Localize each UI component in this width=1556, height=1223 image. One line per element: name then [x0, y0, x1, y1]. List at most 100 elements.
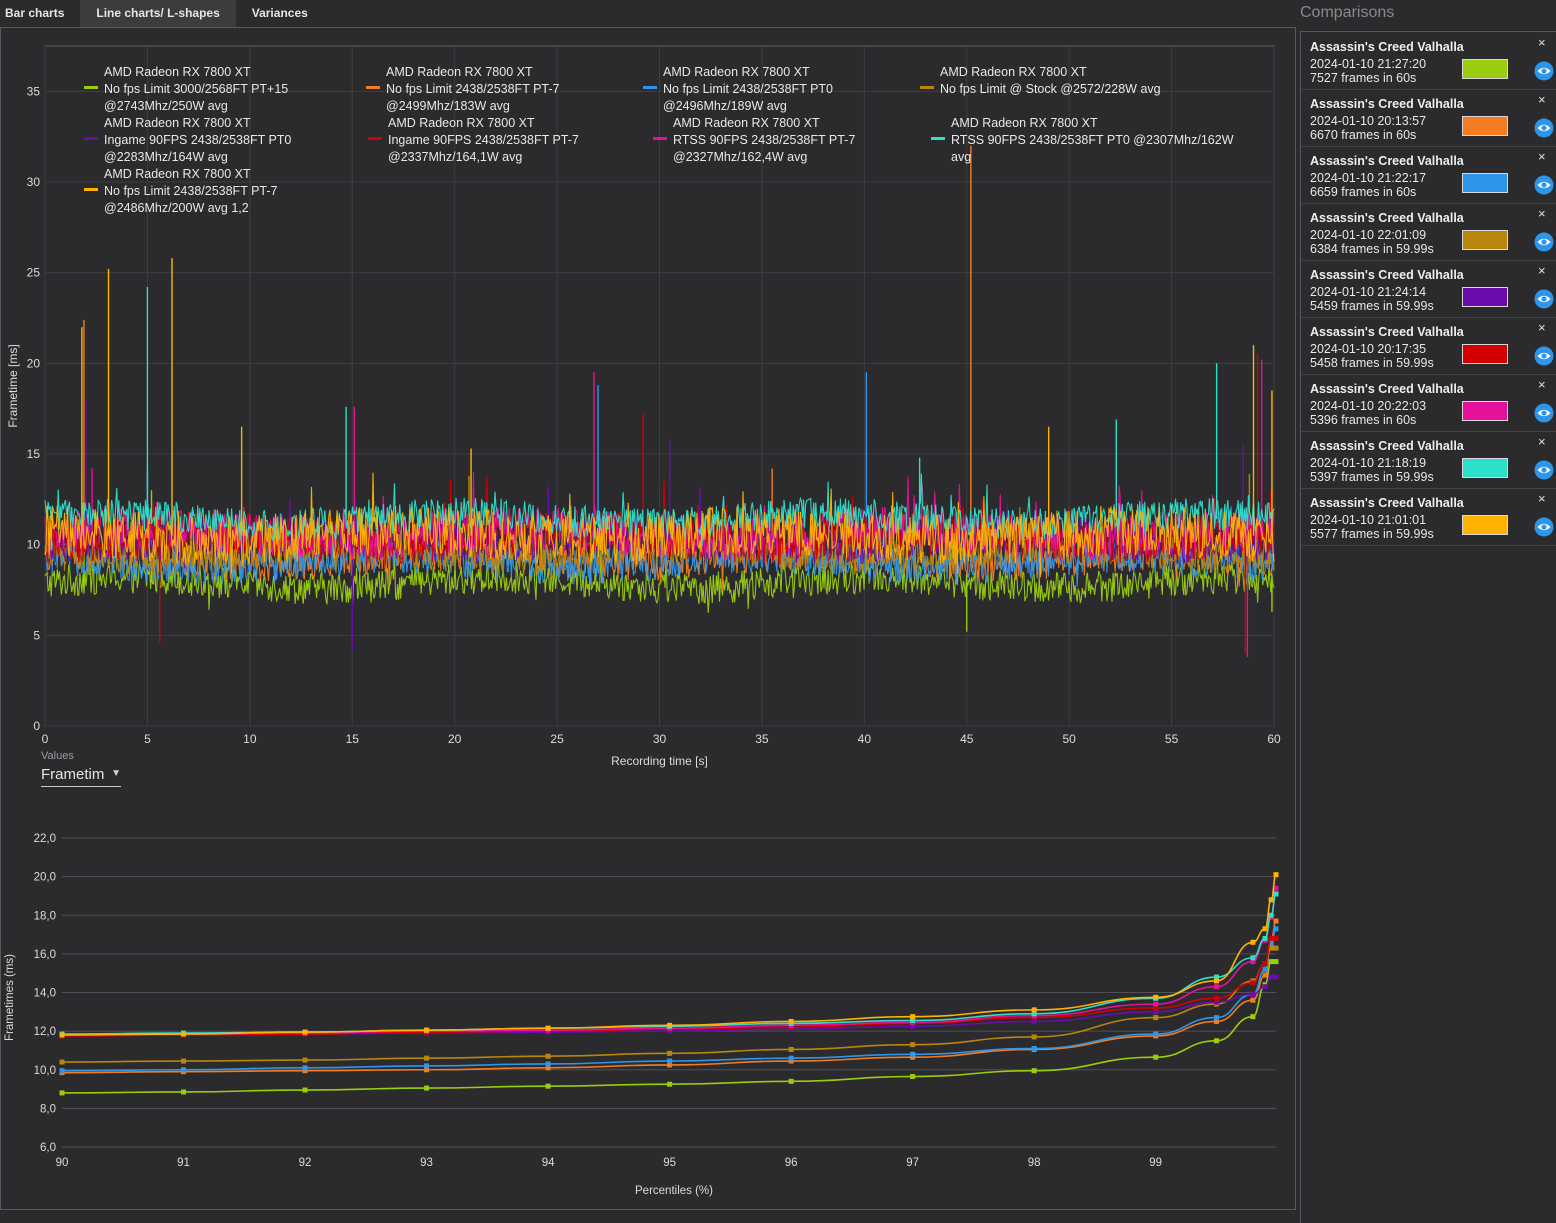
tab-bar-charts[interactable]: Bar charts [5, 6, 65, 20]
percentile-marker [181, 1031, 187, 1037]
chevron-down-icon: ▼ [111, 768, 121, 779]
percentile-marker [302, 1057, 308, 1063]
x-tick-label: 94 [542, 1157, 555, 1169]
legend-entry: AMD Radeon RX 7800 XT Ingame 90FPS 2438/2… [388, 116, 579, 164]
eye-icon[interactable] [1534, 403, 1554, 423]
eye-icon[interactable] [1534, 460, 1554, 480]
x-axis-label: Recording time [s] [611, 754, 708, 768]
eye-icon[interactable] [1534, 175, 1554, 195]
color-swatch[interactable] [1462, 515, 1508, 535]
percentile-series-line [61, 873, 1277, 1036]
color-swatch[interactable] [1462, 458, 1508, 478]
color-swatch[interactable] [1462, 287, 1508, 307]
percentile-marker [1273, 872, 1279, 878]
percentile-series-line [61, 927, 1277, 1072]
comparison-card[interactable]: Assassin's Creed Valhalla 2024-01-10 20:1… [1302, 318, 1556, 375]
comparison-card[interactable]: Assassin's Creed Valhalla 2024-01-10 21:2… [1302, 147, 1556, 204]
percentile-marker [1262, 961, 1268, 967]
color-swatch[interactable] [1462, 59, 1508, 79]
percentile-marker [1250, 959, 1256, 965]
x-tick-label: 40 [858, 732, 872, 746]
values-dropdown[interactable]: Frametime ▼ [41, 766, 121, 787]
percentile-marker [1031, 1011, 1037, 1017]
comparison-card[interactable]: Assassin's Creed Valhalla 2024-01-10 20:2… [1302, 375, 1556, 432]
close-icon[interactable]: × [1538, 35, 1546, 50]
percentile-marker [1250, 939, 1256, 945]
legend-entry: AMD Radeon RX 7800 XT No fps Limit 2438/2… [104, 167, 278, 215]
y-tick-label: 0 [33, 719, 40, 733]
x-tick-label: 55 [1165, 732, 1179, 746]
card-frames: 7527 frames in 60s [1310, 71, 1417, 85]
comparisons-title: Comparisons [1300, 4, 1395, 21]
comparison-card[interactable]: Assassin's Creed Valhalla 2024-01-10 21:2… [1302, 33, 1556, 90]
x-tick-label: 5 [144, 732, 151, 746]
tab-variances[interactable]: Variances [251, 6, 308, 20]
y-tick-label: 6,0 [40, 1142, 56, 1154]
percentile-marker [302, 1029, 308, 1035]
y-tick-label: 16,0 [34, 949, 56, 961]
legend-line: Ingame 90FPS 2438/2538FT PT-7 [388, 133, 579, 147]
eye-icon[interactable] [1534, 346, 1554, 366]
color-swatch[interactable] [1462, 173, 1508, 193]
color-swatch[interactable] [1462, 401, 1508, 421]
eye-icon[interactable] [1534, 232, 1554, 252]
card-date: 2024-01-10 21:01:01 [1310, 513, 1427, 527]
percentile-marker [1262, 966, 1268, 972]
percentile-marker [1268, 959, 1274, 965]
color-swatch[interactable] [1462, 230, 1508, 250]
color-swatch[interactable] [1462, 344, 1508, 364]
percentile-marker [1031, 1034, 1037, 1040]
close-icon[interactable]: × [1538, 320, 1546, 335]
percentile-marker [1213, 978, 1219, 984]
close-icon[interactable]: × [1538, 434, 1546, 449]
tab-line-charts[interactable]: Line charts/ L-shapes [80, 0, 236, 27]
comparison-card[interactable]: Assassin's Creed Valhalla 2024-01-10 21:1… [1302, 432, 1556, 489]
percentile-marker [1273, 891, 1279, 897]
close-icon[interactable]: × [1538, 149, 1546, 164]
eye-icon[interactable] [1534, 61, 1554, 81]
comparison-card[interactable]: Assassin's Creed Valhalla 2024-01-10 21:2… [1302, 261, 1556, 318]
legend-line: RTSS 90FPS 2438/2538FT PT0 @2307Mhz/162W [951, 133, 1234, 147]
card-frames: 5459 frames in 59.99s [1310, 299, 1434, 313]
color-swatch[interactable] [1462, 116, 1508, 136]
close-icon[interactable]: × [1538, 206, 1546, 221]
card-title: Assassin's Creed Valhalla [1310, 439, 1464, 453]
legend-swatch [366, 86, 380, 89]
legend-swatch [84, 86, 98, 89]
percentile-marker [667, 1062, 673, 1068]
close-icon[interactable]: × [1538, 491, 1546, 506]
legend-line: AMD Radeon RX 7800 XT [104, 65, 251, 79]
x-tick-label: 20 [448, 732, 462, 746]
comparison-card[interactable]: Assassin's Creed Valhalla 2024-01-10 22:0… [1302, 204, 1556, 261]
legend-entry: AMD Radeon RX 7800 XT No fps Limit @ Stoc… [940, 65, 1161, 96]
legend-line: @2499Mhz/183W avg [386, 99, 510, 113]
x-tick-label: 30 [653, 732, 667, 746]
percentile-marker [788, 1018, 794, 1024]
percentile-marker [545, 1061, 551, 1067]
card-date: 2024-01-10 21:18:19 [1310, 456, 1427, 470]
percentile-marker [1273, 974, 1279, 980]
y-tick-label: 22,0 [34, 833, 56, 845]
percentile-marker [1273, 918, 1279, 924]
y-tick-label: 15 [27, 447, 41, 461]
comparison-card[interactable]: Assassin's Creed Valhalla 2024-01-10 20:1… [1302, 90, 1556, 147]
y-tick-label: 20 [27, 356, 41, 370]
comparison-card[interactable]: Assassin's Creed Valhalla 2024-01-10 21:0… [1302, 489, 1556, 546]
percentile-marker [1250, 1014, 1256, 1020]
close-icon[interactable]: × [1538, 263, 1546, 278]
eye-icon[interactable] [1534, 118, 1554, 138]
percentile-marker [424, 1063, 430, 1069]
close-icon[interactable]: × [1538, 377, 1546, 392]
eye-icon[interactable] [1534, 289, 1554, 309]
percentile-marker [910, 1054, 916, 1060]
x-tick-label: 96 [785, 1157, 798, 1169]
percentile-marker [1213, 1038, 1219, 1044]
close-icon[interactable]: × [1538, 92, 1546, 107]
x-tick-label: 60 [1267, 732, 1281, 746]
eye-icon[interactable] [1534, 517, 1554, 537]
y-tick-label: 30 [27, 175, 41, 189]
card-frames: 5577 frames in 59.99s [1310, 527, 1434, 541]
percentile-marker [788, 1058, 794, 1064]
values-dropdown-value: Frametime [41, 766, 105, 783]
percentile-marker [59, 1059, 65, 1065]
